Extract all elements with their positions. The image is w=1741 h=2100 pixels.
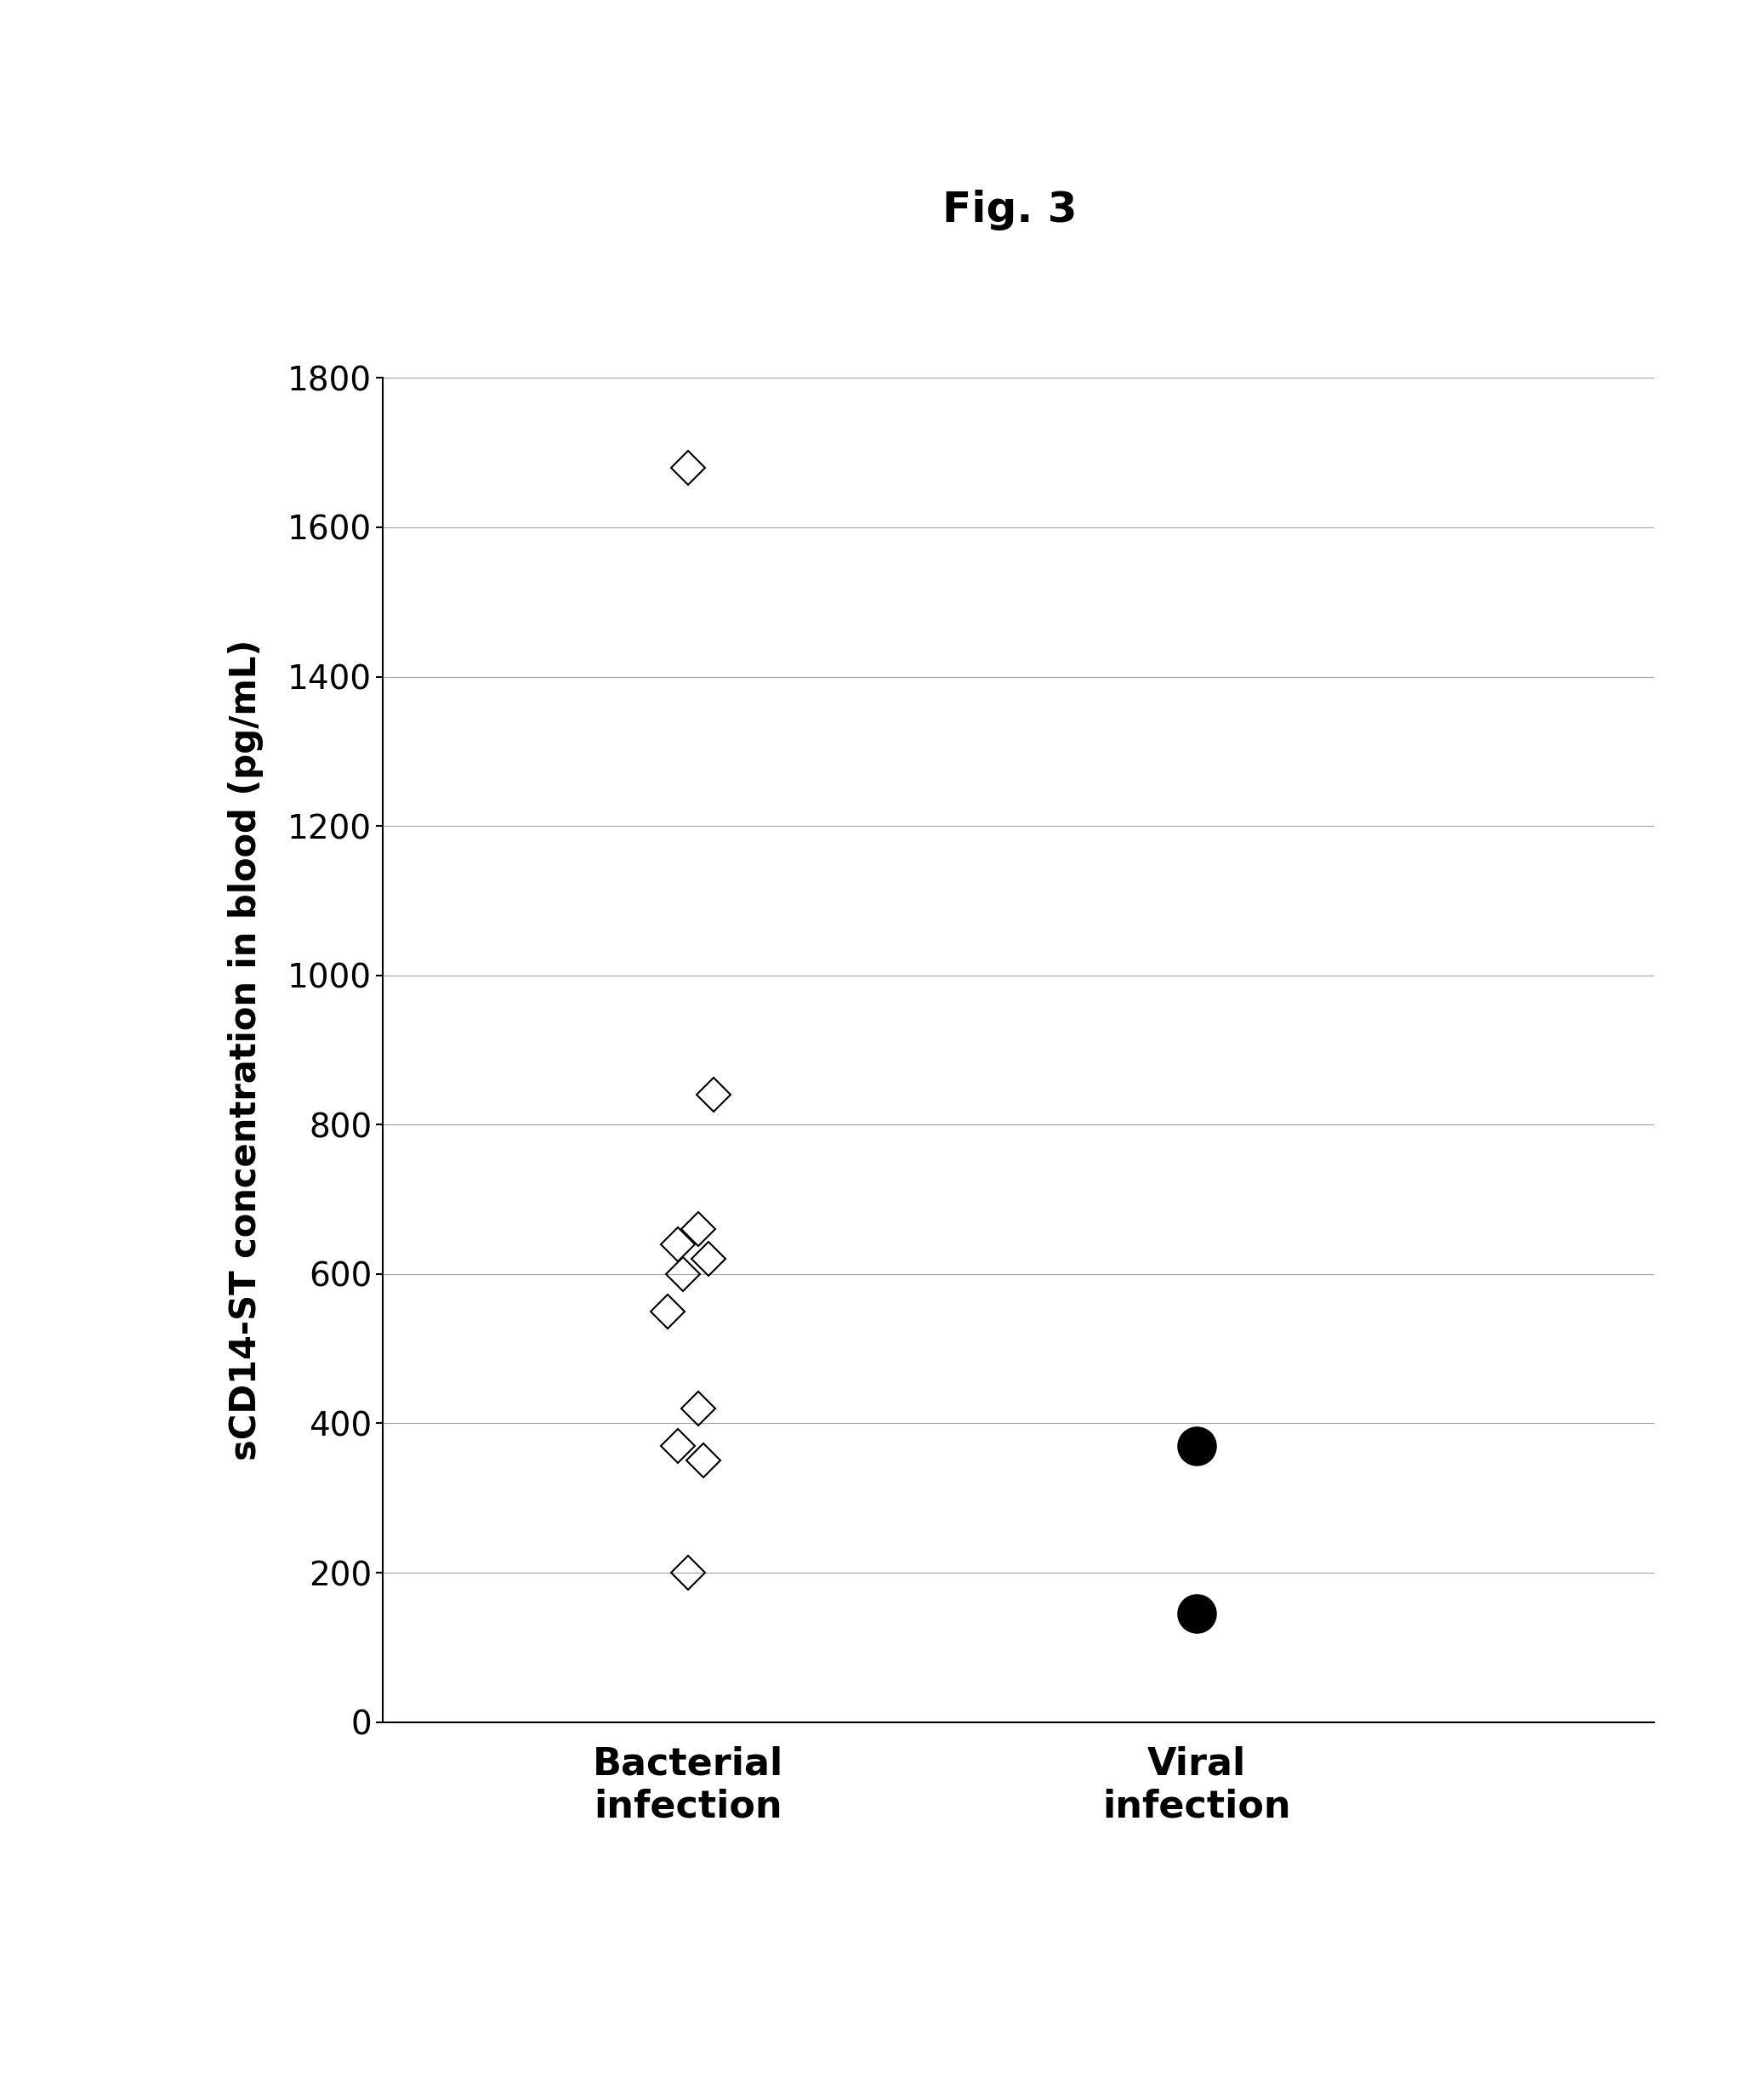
Y-axis label: sCD14-ST concentration in blood (pg/mL): sCD14-ST concentration in blood (pg/mL) xyxy=(228,640,263,1459)
Text: Fig. 3: Fig. 3 xyxy=(942,189,1078,231)
